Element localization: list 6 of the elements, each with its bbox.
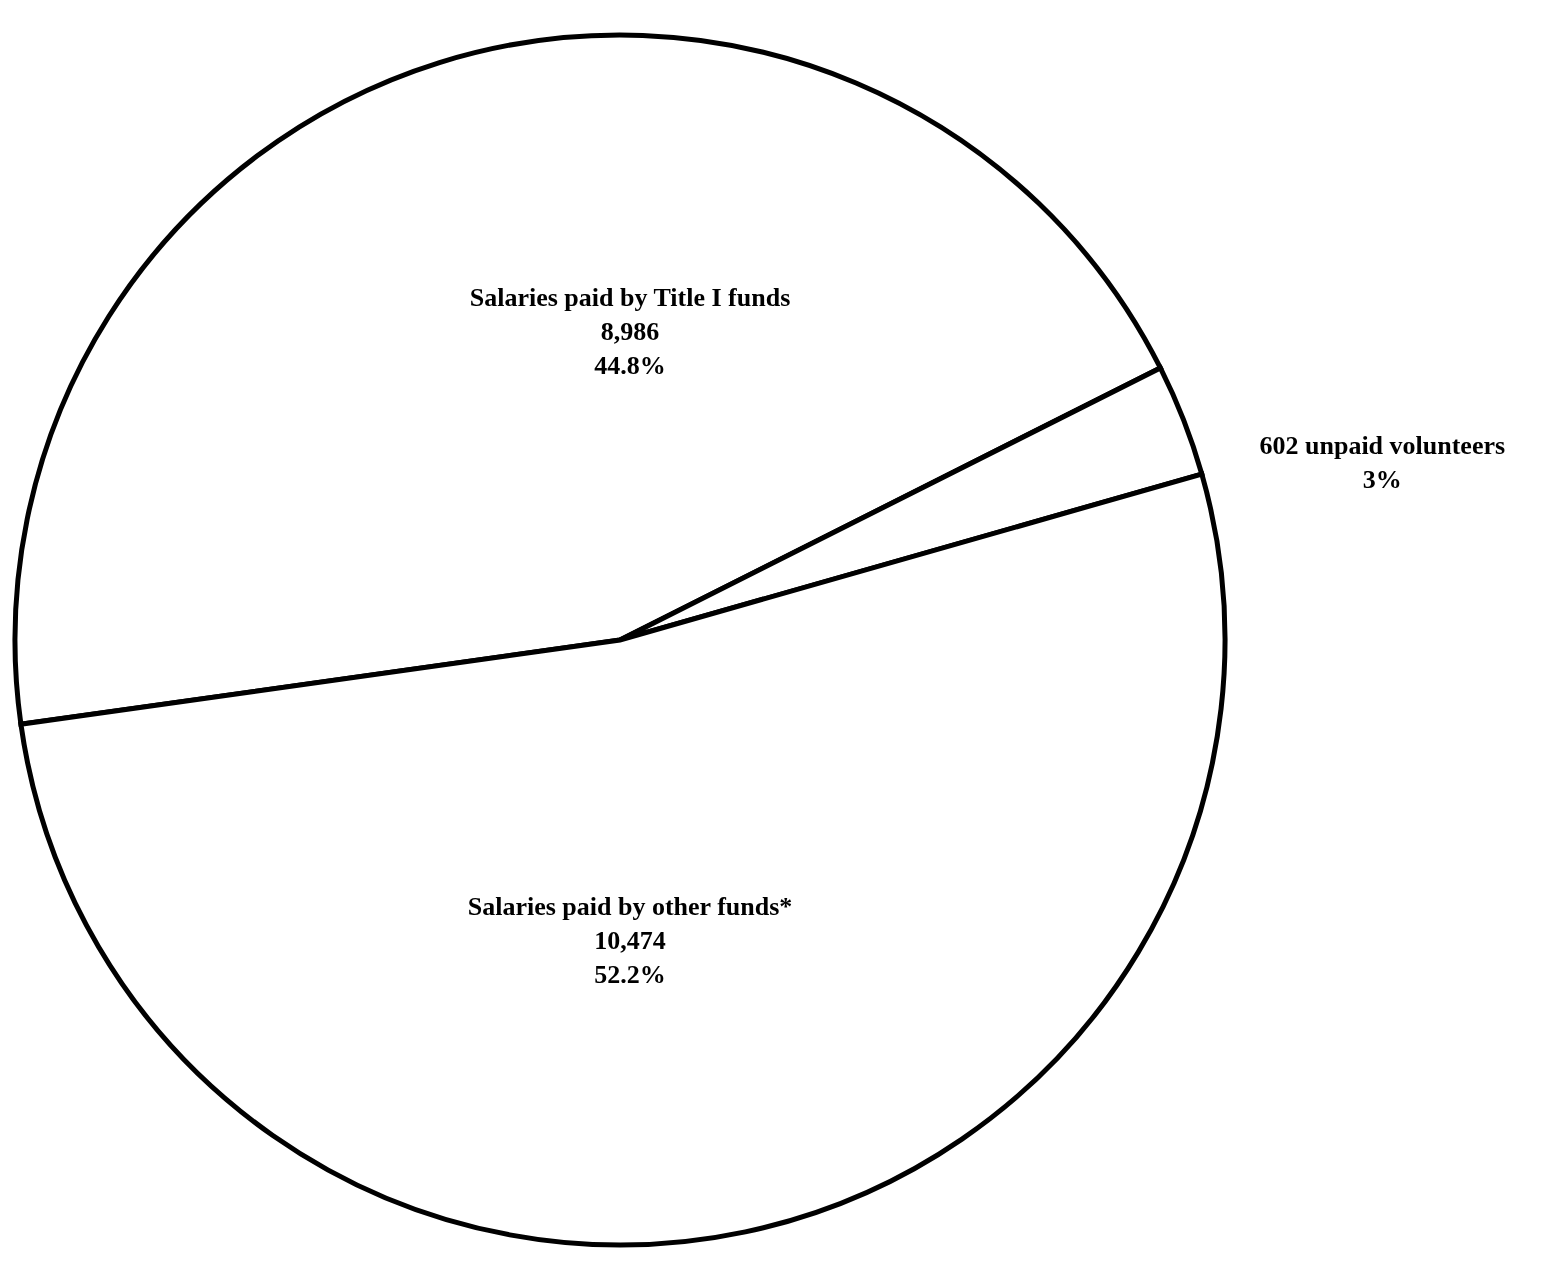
slice-label: Salaries paid by Title I funds 8,986: [469, 283, 791, 347]
data-label: 44.8%: [594, 351, 666, 381]
data-label: 3%: [1362, 465, 1402, 495]
data-label: 52.2%: [594, 960, 666, 990]
slice-label: 602 unpaid volunteers: [1259, 431, 1506, 461]
slice-label: Salaries paid by other funds* 10,474: [467, 892, 793, 956]
